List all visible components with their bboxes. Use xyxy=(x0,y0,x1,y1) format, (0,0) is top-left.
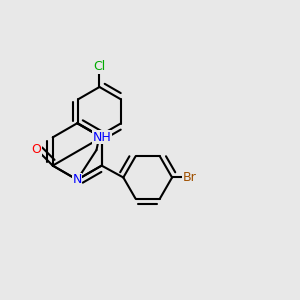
Text: Br: Br xyxy=(182,171,196,184)
Text: NH: NH xyxy=(92,131,111,144)
Text: Cl: Cl xyxy=(93,60,106,73)
Text: O: O xyxy=(32,143,41,156)
Text: N: N xyxy=(73,173,82,186)
